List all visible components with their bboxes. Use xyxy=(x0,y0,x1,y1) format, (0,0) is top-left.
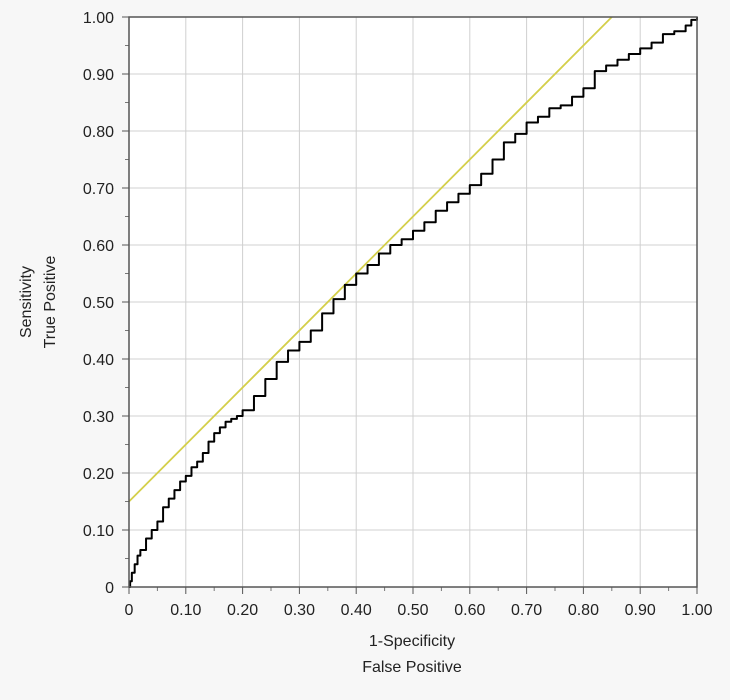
y-tick-label: 0.50 xyxy=(83,295,114,312)
x-tick-label: 0.60 xyxy=(454,602,485,619)
roc-curve xyxy=(129,17,698,588)
tangent-line xyxy=(128,16,613,503)
plot-frame xyxy=(128,16,698,588)
x-axis-title-line2: False Positive xyxy=(362,659,462,676)
grid-lines xyxy=(129,17,697,587)
y-tick-label: 0.60 xyxy=(83,238,114,255)
x-tick-label: 0.40 xyxy=(341,602,372,619)
y-tick-label: 0.10 xyxy=(83,523,114,540)
y-tick-label: 0 xyxy=(105,580,114,597)
x-tick-labels: 0 0.10 0.20 0.30 0.40 0.50 0.60 0.70 0.80 0.90 1.0… xyxy=(125,602,713,619)
x-tick-label: 0.80 xyxy=(568,602,599,619)
x-tick-label: 0.20 xyxy=(227,602,258,619)
y-axis-title-line1: Sensitivity xyxy=(18,266,35,338)
y-tick-labels: 0 0.10 0.20 0.30 0.40 0.50 0.60 0.70 0.80 0.90 1.0… xyxy=(83,10,114,597)
y-tick-label: 0.90 xyxy=(83,67,114,84)
y-tick-label: 0.80 xyxy=(83,124,114,141)
y-tick-label: 0.30 xyxy=(83,409,114,426)
y-tick-label: 0.40 xyxy=(83,352,114,369)
x-axis-title-line1: 1-Specificity xyxy=(369,633,455,650)
x-tick-label: 0.90 xyxy=(625,602,656,619)
x-tick-label: 1.00 xyxy=(681,602,712,619)
y-tick-label: 0.70 xyxy=(83,181,114,198)
x-tick-label: 0.10 xyxy=(170,602,201,619)
x-tick-label: 0.30 xyxy=(284,602,315,619)
y-tick-label: 0.20 xyxy=(83,466,114,483)
x-tick-label: 0 xyxy=(125,602,134,619)
x-tick-label: 0.70 xyxy=(511,602,542,619)
x-tick-label: 0.50 xyxy=(397,602,428,619)
y-tick-label: 1.00 xyxy=(83,10,114,27)
y-axis-title-line2: True Positive xyxy=(42,256,59,349)
